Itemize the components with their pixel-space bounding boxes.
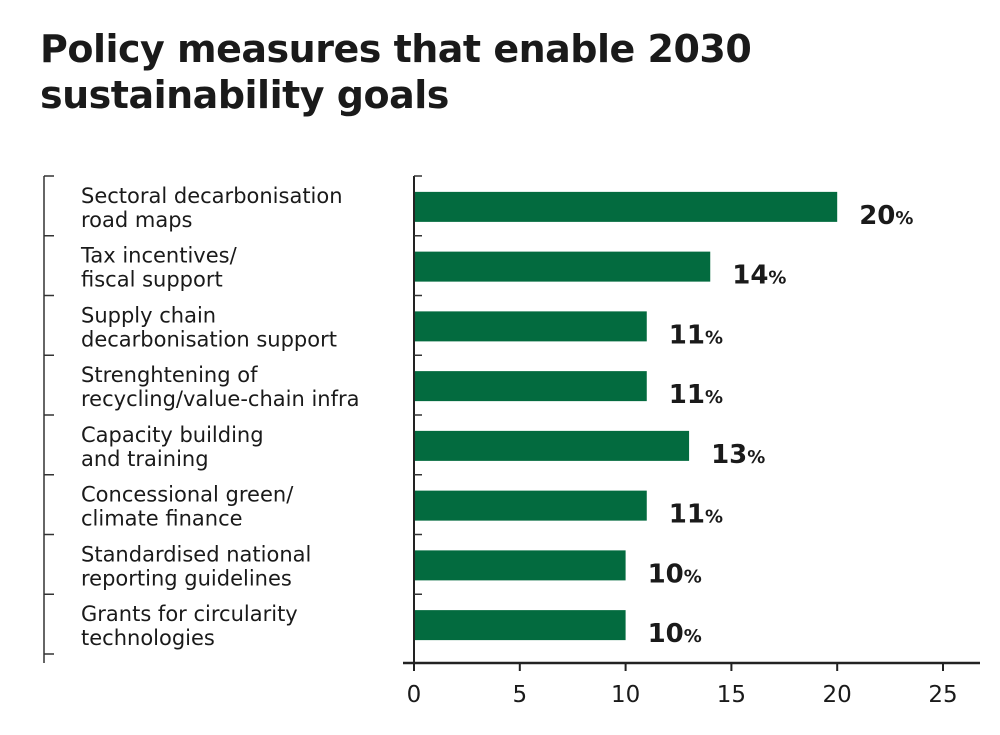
category-label: Strenghtening of recycling/value-chain in… (81, 363, 360, 411)
x-tick-label: 20 (823, 682, 852, 708)
x-tick-label: 10 (611, 682, 640, 708)
bar (415, 430, 690, 461)
data-label: 11% (669, 380, 723, 410)
bar (415, 371, 647, 402)
data-label: 20% (859, 201, 913, 231)
data-label: 13% (711, 440, 765, 470)
chart-title: Policy measures that enable 2030 sustain… (40, 27, 752, 117)
x-tick-label: 0 (407, 682, 422, 708)
x-tick-label: 15 (717, 682, 746, 708)
bar (415, 251, 711, 282)
data-label: 11% (669, 500, 723, 530)
bar (415, 490, 647, 521)
bar (415, 191, 838, 222)
bar (415, 610, 626, 641)
data-label: 14% (732, 261, 786, 291)
category-label: Tax incentives/fiscal support (80, 244, 238, 292)
category-label: Grants for circularity technologies (81, 602, 298, 650)
x-tick-label: 25 (928, 682, 957, 708)
bar (415, 311, 647, 342)
data-label: 10% (648, 559, 702, 589)
data-label: 11% (669, 320, 723, 350)
bar (415, 550, 626, 581)
x-tick-label: 5 (512, 682, 527, 708)
category-label: Concessional green/climate finance (81, 483, 294, 531)
category-label: Supply chain decarbonisation support (81, 303, 337, 351)
category-label: Sectoral decarbonisation road maps (81, 184, 343, 232)
data-label: 10% (648, 619, 702, 649)
category-label: Standardised national reporting guideline… (81, 542, 311, 590)
category-label: Capacity building and training (81, 423, 264, 471)
